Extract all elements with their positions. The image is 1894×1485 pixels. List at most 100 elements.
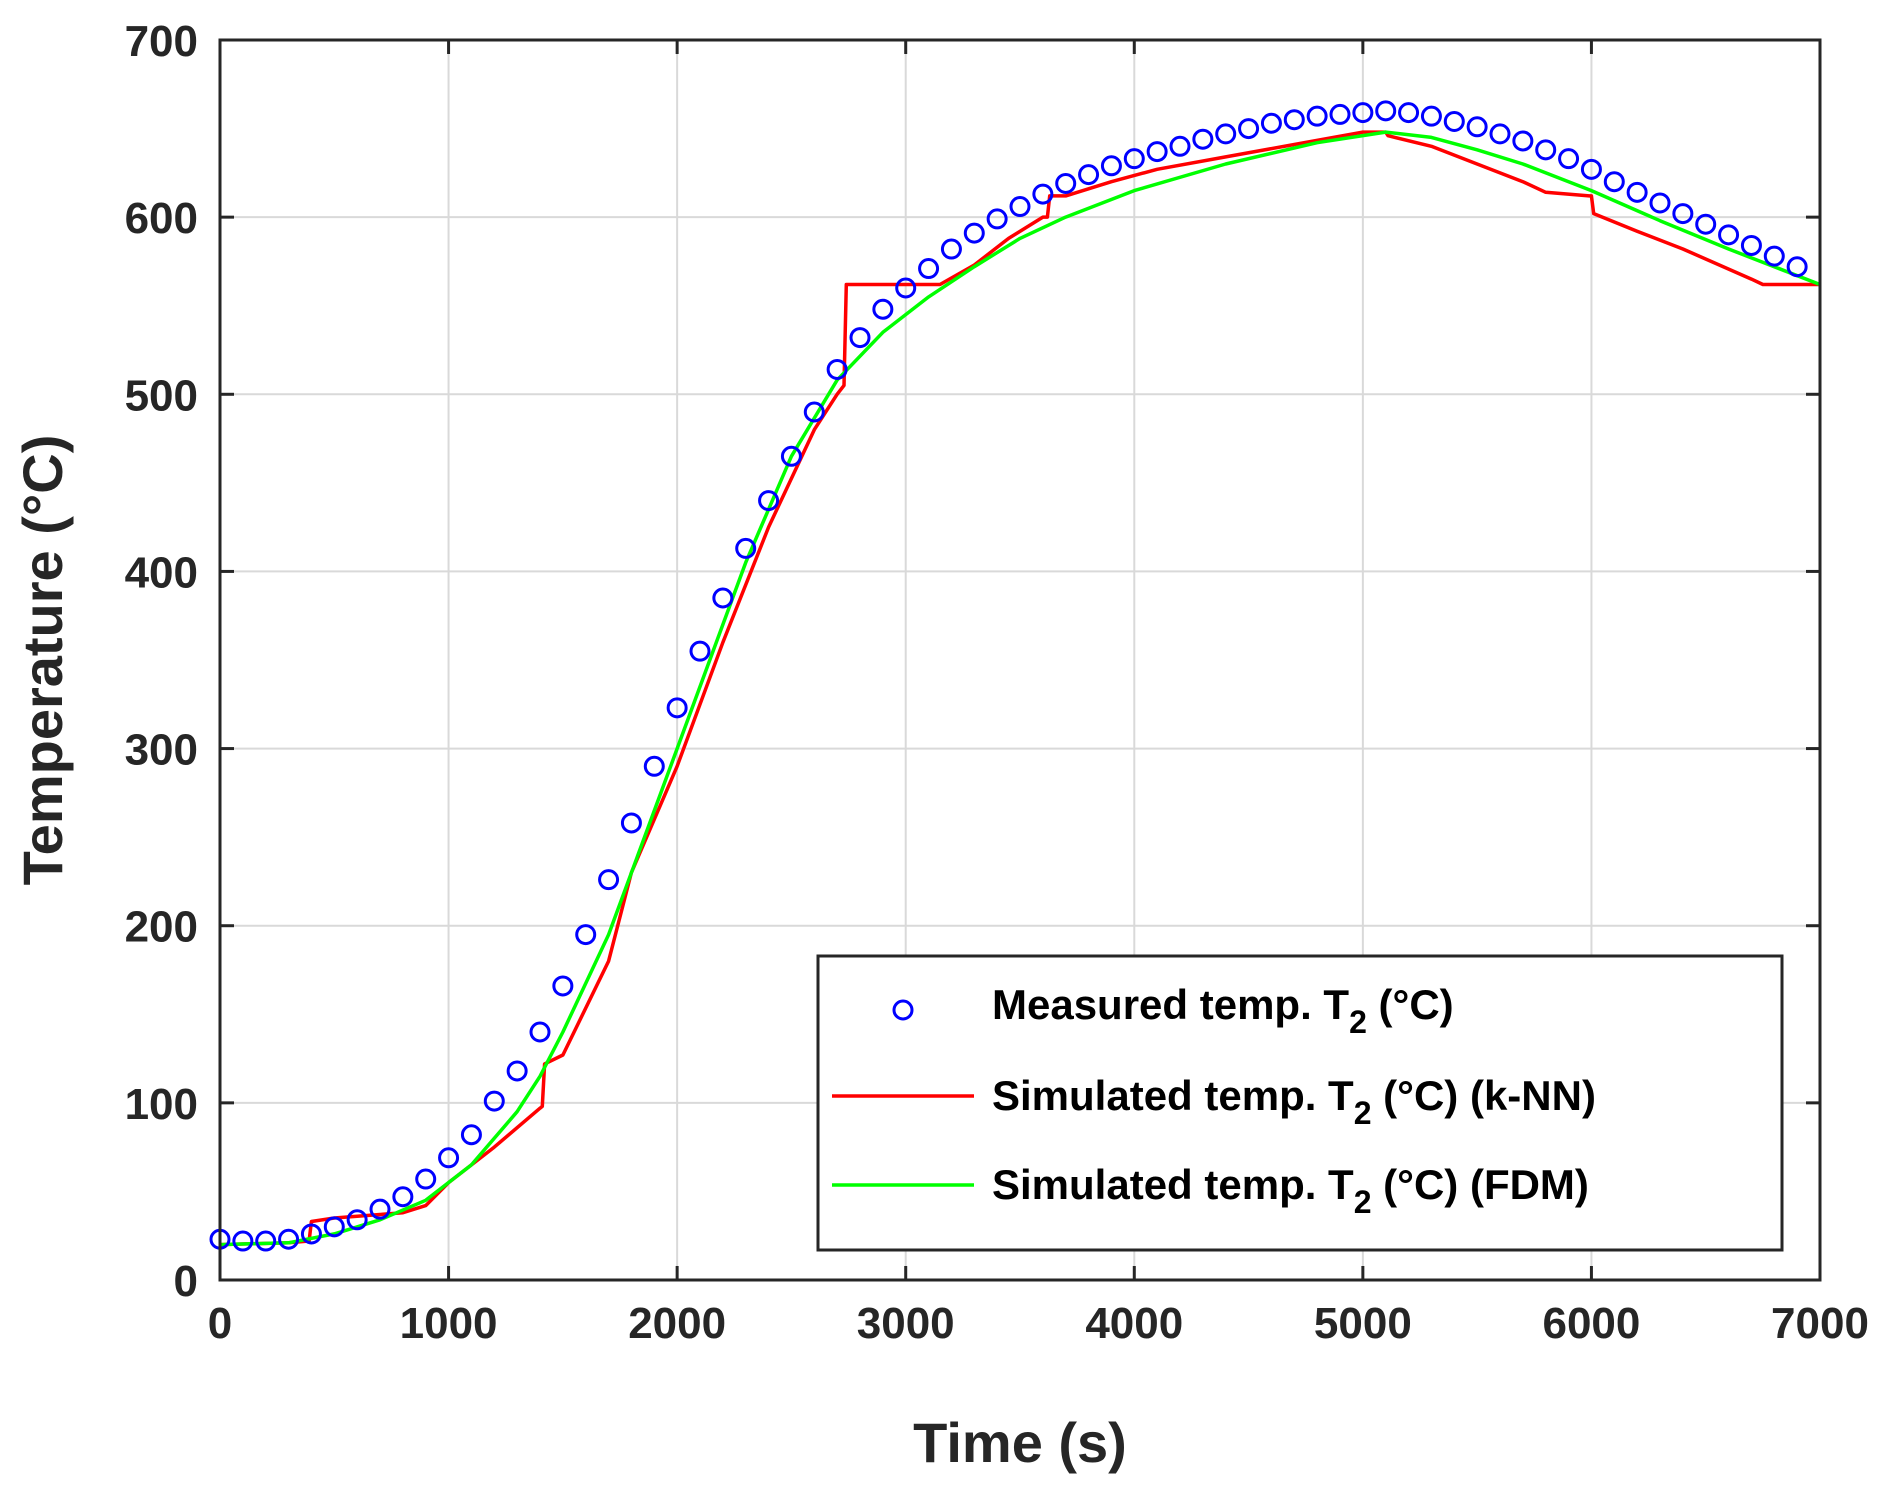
y-tick-label: 700: [125, 17, 198, 66]
measured-point: [369, 1198, 391, 1220]
measured-point: [940, 238, 962, 260]
measured-point: [735, 537, 757, 559]
measured-point: [803, 401, 825, 423]
measured-point: [1398, 102, 1420, 124]
measured-point: [1489, 123, 1511, 145]
legend-marker-measured: [892, 999, 914, 1021]
measured-point: [300, 1223, 322, 1245]
measured-point: [1375, 100, 1397, 122]
y-axis-title: Temperature (°C): [11, 435, 74, 886]
measured-point: [1695, 213, 1717, 235]
measured-point: [529, 1021, 551, 1043]
x-tick-label: 2000: [628, 1299, 726, 1348]
y-tick-label: 200: [125, 903, 198, 952]
measured-point: [232, 1230, 254, 1252]
legend-label-main: Simulated temp. T: [992, 1072, 1354, 1119]
x-tick-label: 0: [208, 1299, 232, 1348]
measured-point: [323, 1216, 345, 1238]
measured-point: [826, 358, 848, 380]
x-tick-label: 1000: [400, 1299, 498, 1348]
measured-point: [1169, 135, 1191, 157]
measured-point: [1055, 172, 1077, 194]
measured-point: [986, 208, 1008, 230]
measured-point: [346, 1209, 368, 1231]
legend-label: Measured temp. T2 (°C): [992, 981, 1454, 1040]
measured-point: [1740, 234, 1762, 256]
measured-point: [575, 924, 597, 946]
measured-point: [1626, 181, 1648, 203]
measured-point: [1078, 164, 1100, 186]
measured-point: [438, 1147, 460, 1169]
measured-point: [1466, 116, 1488, 138]
legend-label-main: Simulated temp. T: [992, 1161, 1354, 1208]
x-tick-label: 7000: [1771, 1299, 1869, 1348]
y-tick-label: 300: [125, 726, 198, 775]
measured-point: [1260, 112, 1282, 134]
measured-point: [1558, 148, 1580, 170]
measured-point: [1352, 102, 1374, 124]
measured-point: [1786, 256, 1808, 278]
measured-point: [1306, 105, 1328, 127]
y-tick-label: 400: [125, 548, 198, 597]
measured-point: [1009, 196, 1031, 218]
series-line-fdm: [219, 130, 1821, 1247]
measured-point: [1329, 103, 1351, 125]
legend-label-tail: (°C) (FDM): [1372, 1161, 1589, 1208]
measured-point: [620, 812, 642, 834]
measured-point: [1672, 203, 1694, 225]
measured-point: [1718, 224, 1740, 246]
measured-point: [1215, 123, 1237, 145]
measured-point: [1238, 118, 1260, 140]
x-tick-label: 3000: [857, 1299, 955, 1348]
measured-point: [255, 1230, 277, 1252]
measured-point: [598, 869, 620, 891]
measured-point: [278, 1228, 300, 1250]
measured-point: [849, 327, 871, 349]
measured-point: [712, 587, 734, 609]
x-tick-label: 4000: [1085, 1299, 1183, 1348]
measured-point: [1032, 183, 1054, 205]
measured-point: [689, 640, 711, 662]
legend-label-tail: (°C) (k-NN): [1372, 1072, 1596, 1119]
measured-point: [895, 277, 917, 299]
legend-label: Simulated temp. T2 (°C) (k-NN): [992, 1072, 1596, 1131]
measured-point: [415, 1168, 437, 1190]
measured-point: [1192, 128, 1214, 150]
x-tick-label: 6000: [1542, 1299, 1640, 1348]
legend-label-subscript: 2: [1354, 1184, 1372, 1220]
measured-point: [643, 755, 665, 777]
measured-point: [872, 298, 894, 320]
measured-point: [666, 697, 688, 719]
x-tick-label: 5000: [1314, 1299, 1412, 1348]
measured-point: [552, 975, 574, 997]
measured-point: [1535, 139, 1557, 161]
measured-point: [460, 1124, 482, 1146]
measured-point: [1123, 148, 1145, 170]
measured-point: [780, 445, 802, 467]
legend-box: [816, 954, 1784, 1252]
legend-label-subscript: 2: [1349, 1004, 1367, 1040]
legend-label: Simulated temp. T2 (°C) (FDM): [992, 1161, 1589, 1220]
y-tick-label: 600: [125, 194, 198, 243]
measured-point: [758, 490, 780, 512]
x-axis-title: Time (s): [913, 1411, 1127, 1474]
legend-label-main: Measured temp. T: [992, 981, 1349, 1028]
measured-point: [483, 1090, 505, 1112]
plot-frame: [218, 38, 1822, 1282]
measured-point: [1443, 110, 1465, 132]
measured-point: [1420, 105, 1442, 127]
legend-label-tail: (°C): [1367, 981, 1454, 1028]
axis-ticks: 0 1000 2000 3000 4000 5000 6000 7000 0 100 200 300 4…: [125, 17, 1869, 1348]
y-tick-label: 0: [174, 1257, 198, 1306]
measured-point: [963, 222, 985, 244]
measured-point: [918, 258, 940, 280]
legend-label-subscript: 2: [1354, 1095, 1372, 1131]
measured-point: [1763, 245, 1785, 267]
legend: Measured temp. T2 (°C)Simulated temp. T2…: [816, 954, 1784, 1252]
measured-point: [1283, 109, 1305, 131]
measured-point: [1100, 155, 1122, 177]
measured-point: [506, 1060, 528, 1082]
y-tick-label: 500: [125, 371, 198, 420]
measured-point: [1580, 158, 1602, 180]
